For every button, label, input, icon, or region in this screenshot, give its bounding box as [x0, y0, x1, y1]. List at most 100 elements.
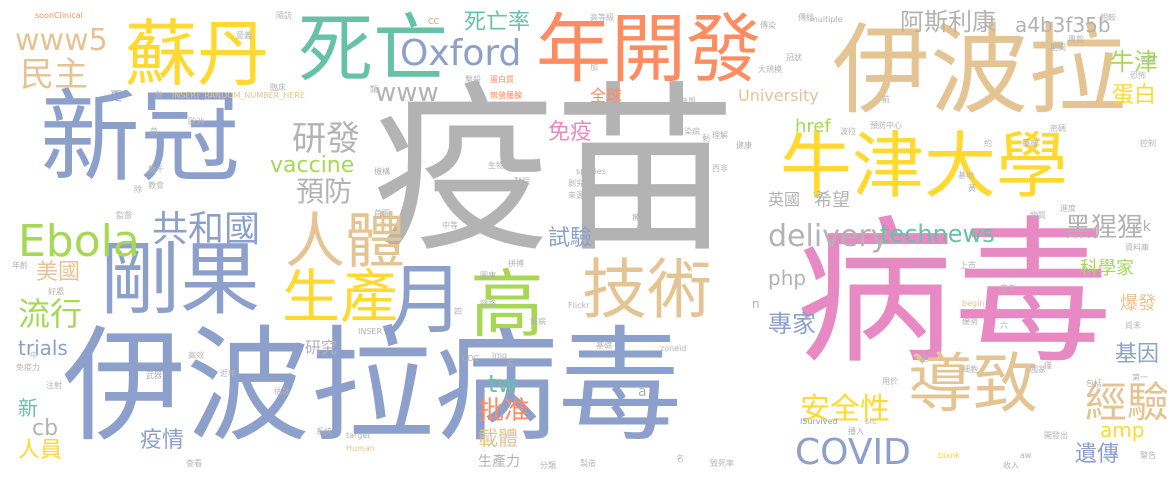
word-jiankang: 健康	[736, 141, 752, 150]
word-meiguo: 美國	[36, 260, 81, 285]
word-xibao: 細胞	[962, 365, 978, 374]
word-zhong: 中	[30, 351, 38, 360]
word-quanqiu: 全球	[590, 86, 623, 105]
word-niujin: 牛津	[1110, 48, 1158, 76]
word-shu: 數	[155, 91, 163, 100]
word-shangwei: 尚未	[1125, 321, 1141, 330]
word-chuangei: 傳給	[798, 13, 814, 22]
word-lianlu: 鏈路	[480, 299, 496, 308]
word-san: 三	[506, 359, 514, 368]
word-zaiti: 載體	[478, 426, 518, 450]
word-xitong: 系統	[316, 427, 332, 436]
word-asilikang: 阿斯利康	[900, 8, 996, 36]
word-jiaohui: 教會	[148, 181, 164, 190]
word-gaodengji: 高等級	[590, 13, 614, 22]
word-ebola-cn: 伊波拉	[832, 14, 1127, 128]
word-yongyou: 擁有	[632, 213, 648, 222]
word-insert-random: INSERT_RANDOM_NUMBER_HERE	[172, 91, 305, 100]
word-boru: 播入	[848, 427, 864, 436]
word-vaccine: vaccine	[270, 153, 355, 178]
word-bola: 波拉	[840, 127, 856, 136]
word-cdc: CDC	[462, 354, 480, 363]
word-biaomian: 表面	[1140, 55, 1156, 64]
word-shengchanli: 生產力	[478, 454, 520, 470]
word-jiandu: 監督	[116, 211, 132, 220]
word-lijie: 理解	[712, 131, 728, 140]
word-ziliaoku: 資料庫	[1125, 243, 1149, 252]
word-qian: 前	[882, 95, 890, 104]
word-pizhun: 批准	[478, 396, 531, 426]
word-siwanglv: 死亡率	[464, 10, 531, 35]
word-wuzhi: 物質	[1030, 211, 1046, 220]
word-qijian: 期間	[1050, 43, 1066, 52]
word-chakan: 查看	[186, 459, 202, 468]
word-yiyi: 意義	[236, 31, 252, 40]
word-ebola-virus: 伊波拉病毒	[62, 315, 683, 459]
word-xifei: 西非	[712, 164, 728, 173]
word-renyuan: 人員	[18, 438, 63, 463]
word-danbai: 蛋白	[1112, 83, 1157, 108]
word-href: href	[795, 116, 831, 137]
word-jichu: 基礎	[596, 341, 612, 350]
word-kongzhi: 控制	[1140, 139, 1156, 148]
word-sudan: 蘇丹	[125, 12, 270, 96]
word-yisheng: 醫聖	[636, 225, 652, 234]
word-flickr: Flickr	[568, 301, 590, 310]
word-xiangjiao: 相較	[1100, 13, 1116, 22]
word-yanjiu: 研究	[305, 338, 338, 357]
word-xin: 新	[18, 396, 38, 420]
word-src: src	[865, 417, 877, 426]
word-jisha: 撃殺	[465, 75, 481, 84]
word-wuyingluoxian: 無螢羅腺	[490, 91, 522, 100]
word-jishu: 技術	[582, 253, 713, 328]
word-mianyi: 免疫	[548, 120, 593, 145]
word-mima: 密碼	[1050, 124, 1066, 133]
word-chu: 除	[134, 185, 142, 194]
word-oxford-univ: 牛津大學	[780, 124, 1069, 208]
word-suifang: 隨訪	[276, 11, 292, 20]
word-ouzhou: 歐洲	[188, 117, 204, 126]
word-target: target	[346, 431, 371, 440]
word-shengchan: 生產	[282, 263, 399, 331]
word-cc: CC	[428, 17, 440, 26]
word-covid: COVID	[795, 432, 911, 473]
word-chuanran: 傳染	[760, 21, 776, 30]
word-yufang: 預防	[296, 175, 353, 208]
word-zhushe: 注射	[46, 381, 62, 390]
word-yanfa: 研發	[292, 119, 360, 159]
word-technews: technews	[880, 220, 995, 248]
word-guji: 估計	[274, 387, 290, 396]
word-gao: 高	[470, 262, 544, 348]
word-yiqing: 疫情	[140, 428, 185, 453]
word-anquanxing: 安全性	[800, 392, 890, 427]
word-si: 四	[454, 307, 462, 316]
word-amp: amp	[1100, 418, 1145, 442]
word-shiyan: 試驗	[548, 226, 593, 251]
word-laiyuan: 來源	[568, 191, 584, 200]
word-heixingxing: 黑猩猩	[1065, 213, 1144, 243]
word-jia: 加	[590, 63, 598, 72]
word-linchuang: 臨床	[270, 83, 286, 92]
word-university: University	[738, 86, 819, 105]
word-human: Human	[346, 444, 375, 453]
word-yue2: 約	[984, 139, 992, 148]
word-baofa: 爆發	[1120, 293, 1156, 314]
word-shouru: 收入	[1003, 461, 1019, 470]
word-shoutu: 首圖	[374, 209, 390, 218]
word-zhuanjia: 專家	[768, 310, 816, 338]
word-ebola: Ebola	[18, 216, 140, 267]
word-canyu: 參與	[680, 97, 696, 106]
word-danbaizhi: 蛋白質	[490, 75, 514, 84]
word-gangguo: 剛果	[100, 233, 260, 326]
word-jigou: 機構	[374, 167, 390, 176]
word-yimiao: 疫苗	[372, 65, 736, 277]
word-a: a	[638, 384, 647, 400]
word-jibing: 疾病	[530, 317, 546, 326]
word-ranbing: 染病	[684, 127, 700, 136]
word-jinggao: 警告	[1140, 451, 1156, 460]
word-blank: blank	[938, 451, 960, 460]
word-guanzhuang: 冠狀	[786, 53, 802, 62]
word-sheng: 剩	[702, 134, 710, 143]
word-lei: 類	[370, 85, 378, 94]
word-inser: INSER	[358, 327, 383, 336]
